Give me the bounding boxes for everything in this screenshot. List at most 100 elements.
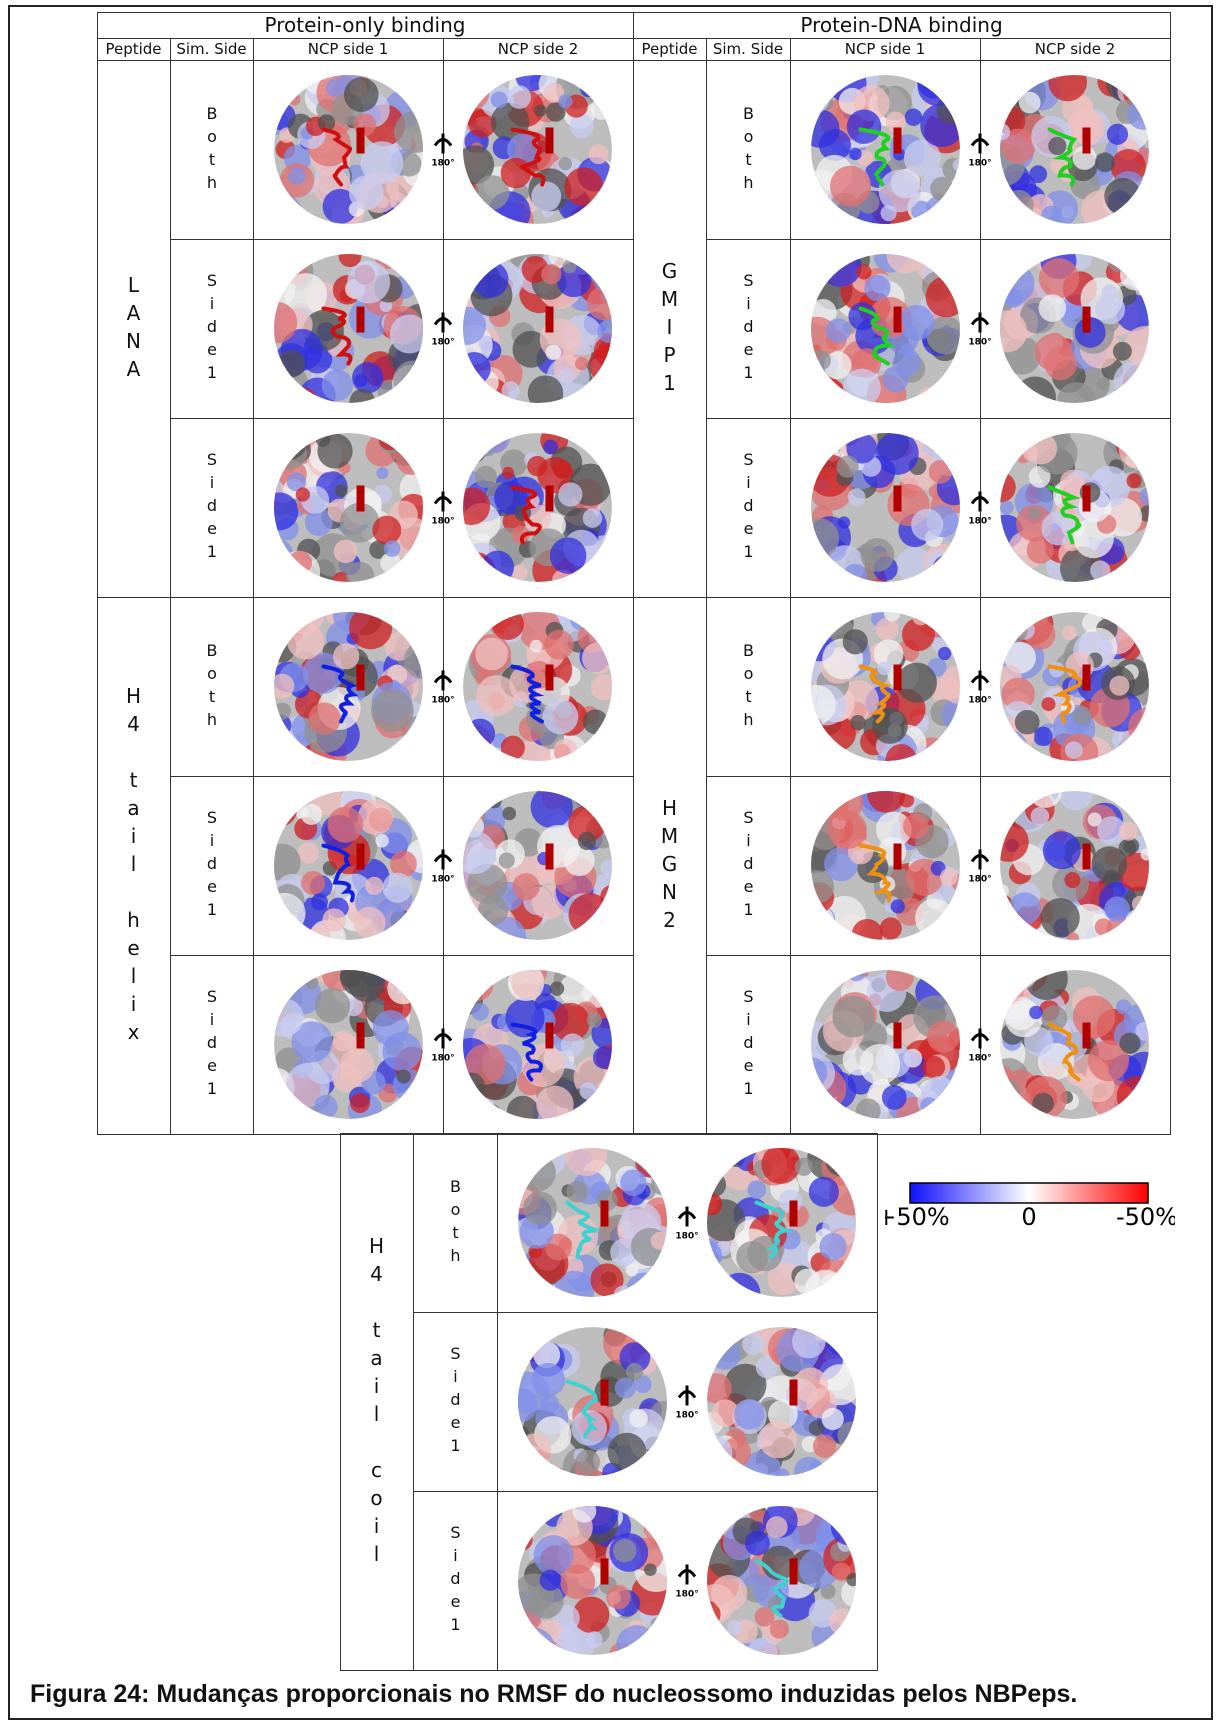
surface-patch <box>612 1538 637 1563</box>
outer-frame <box>8 5 1213 1720</box>
surface-patch <box>490 91 508 109</box>
surface-patch <box>274 379 284 393</box>
surface-patch <box>1029 1005 1043 1020</box>
surface-patch <box>498 852 515 869</box>
surface-patch <box>942 975 960 1002</box>
surface-patch <box>463 77 490 110</box>
surface-patch <box>819 1523 835 1539</box>
surface-patch <box>914 254 929 262</box>
surface-patch <box>518 1627 556 1655</box>
surface-patch <box>940 664 960 705</box>
surface-patch <box>1135 735 1149 761</box>
surface-patch <box>1135 1021 1149 1041</box>
surface-patch <box>943 745 960 761</box>
surface-patch <box>1095 294 1126 325</box>
surface-patch <box>1003 288 1024 308</box>
surface-patch <box>890 899 905 914</box>
surface-patch <box>646 1643 667 1655</box>
surface-patch <box>277 753 290 761</box>
rotation-label: 180° <box>431 875 454 885</box>
surface-patch <box>501 381 520 400</box>
surface-patch <box>1124 325 1149 368</box>
surface-patch <box>512 873 540 901</box>
surface-patch <box>793 1367 829 1403</box>
surface-patch <box>389 390 407 403</box>
surface-patch <box>588 144 609 165</box>
ncp-images: 180° <box>274 75 612 224</box>
nucleosome-surface <box>518 1327 667 1476</box>
surface-patch <box>291 1021 333 1063</box>
surface-patch <box>1131 618 1149 636</box>
surface-patch <box>812 907 836 930</box>
dna-marker <box>600 1200 609 1227</box>
peptide <box>321 843 355 903</box>
rotation-label: 180° <box>431 159 454 169</box>
surface-patch <box>288 167 306 185</box>
surface-patch <box>619 1342 651 1373</box>
surface-patch <box>650 1617 665 1631</box>
surface-patch <box>392 921 413 940</box>
surface-patch <box>543 439 559 455</box>
surface-patch <box>707 1454 735 1476</box>
surface-patch <box>345 561 375 582</box>
surface-patch <box>379 433 401 451</box>
nucleosome-surface <box>707 1148 856 1297</box>
surface-patch <box>1127 98 1149 130</box>
surface-patch <box>279 612 311 629</box>
surface-patch <box>811 518 840 559</box>
surface-patch <box>275 802 293 820</box>
surface-patch <box>566 1180 589 1203</box>
surface-patch <box>851 918 883 940</box>
ncp-images: 180° <box>811 75 1149 224</box>
surface-patch <box>1107 254 1130 272</box>
surface-patch <box>286 472 306 492</box>
surface-patch <box>875 811 912 848</box>
sim-side: Side1 <box>739 271 758 386</box>
surface-patch <box>931 554 960 582</box>
surface-patch <box>501 466 515 479</box>
dna-marker <box>545 306 554 333</box>
surface-patch <box>811 376 835 403</box>
surface-patch <box>1014 709 1040 735</box>
surface-patch <box>353 906 386 939</box>
surface-patch <box>590 1263 624 1297</box>
surface-patch <box>922 970 941 984</box>
peptide <box>858 127 891 187</box>
surface-patch <box>553 738 578 761</box>
surface-patch <box>620 1169 647 1196</box>
surface-patch <box>527 375 564 403</box>
surface-patch <box>560 1033 585 1058</box>
dna-marker <box>356 1022 365 1049</box>
colorbar: +50% 0 -50% <box>885 1182 1175 1231</box>
surface-patch <box>568 893 612 937</box>
surface-patch <box>1113 362 1149 401</box>
surface-patch <box>581 433 612 454</box>
surface-patch <box>1030 807 1050 826</box>
surface-patch <box>1000 894 1014 917</box>
dna-marker <box>356 485 365 512</box>
surface-patch <box>1087 1040 1130 1082</box>
surface-patch <box>354 374 368 388</box>
surface-patch <box>634 1375 652 1394</box>
rotation-arrow <box>433 312 453 333</box>
dna-marker <box>545 1022 554 1049</box>
surface-patch <box>1000 612 1028 632</box>
surface-patch <box>465 261 484 280</box>
nucleosome-surface <box>518 1506 667 1655</box>
surface-patch <box>1018 574 1034 582</box>
surface-patch <box>812 1434 837 1458</box>
surface-patch <box>585 970 612 993</box>
surface-patch <box>830 165 872 207</box>
surface-patch <box>707 1648 719 1655</box>
surface-patch <box>274 843 301 881</box>
surface-patch <box>877 661 892 676</box>
surface-patch <box>1000 1079 1019 1101</box>
surface-patch <box>274 792 298 827</box>
surface-patch <box>1028 506 1042 520</box>
surface-patch <box>1062 625 1077 641</box>
surface-patch <box>407 907 423 931</box>
surface-patch <box>831 1640 844 1653</box>
surface-patch <box>293 387 317 403</box>
surface-patch <box>1138 80 1149 95</box>
surface-patch <box>511 525 530 544</box>
